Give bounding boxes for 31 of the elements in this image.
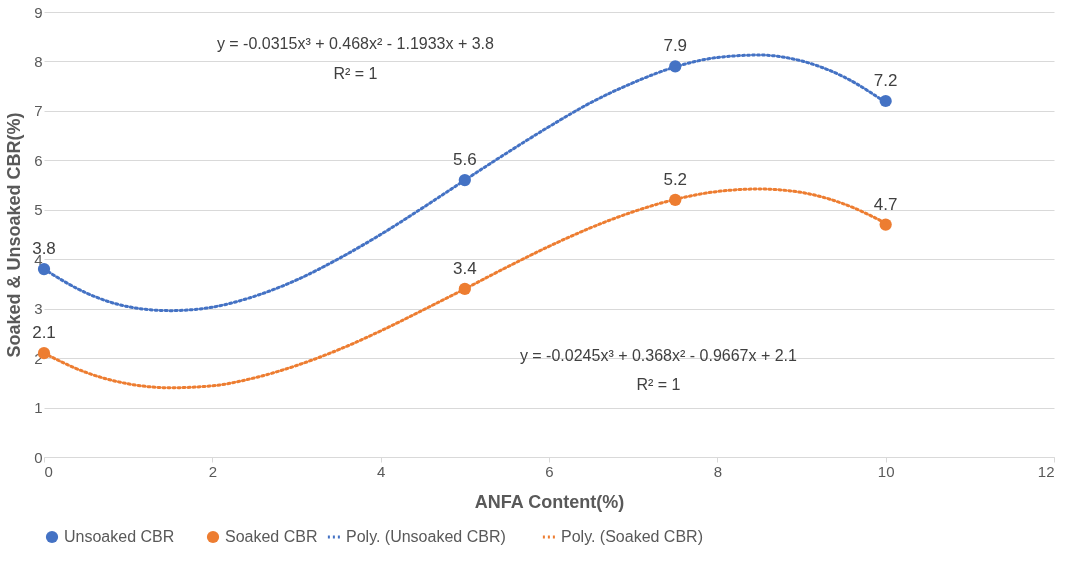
x-tick-label: 12 (1037, 462, 1055, 480)
x-tick-label: 6 (545, 462, 554, 480)
data-label: 5.2 (663, 169, 688, 189)
annotation: R² = 1 (333, 64, 378, 82)
y-tick-label: 1 (34, 399, 43, 417)
data-label: 4.7 (873, 194, 898, 214)
annotation: R² = 1 (636, 376, 681, 394)
y-tick-label: 3 (34, 300, 43, 318)
y-tick-label: 9 (34, 3, 43, 21)
y-axis-title: Soaked & Unsoaked CBR(%) (4, 112, 25, 358)
y-tick-label: 8 (34, 52, 43, 70)
annotation: y = -0.0245x³ + 0.368x² - 0.9667x + 2.1 (519, 346, 798, 364)
data-label: 7.2 (873, 71, 898, 90)
annotation: y = -0.0315x³ + 0.468x² - 1.1933x + 3.8 (216, 35, 495, 53)
y-tick-label: 6 (34, 151, 43, 169)
legend-label: Poly. (Soaked CBR) (561, 528, 703, 545)
data-label: 2.1 (32, 323, 56, 343)
x-tick-label: 4 (376, 462, 386, 480)
x-tick-label: 2 (208, 462, 218, 480)
data-label: 5.6 (453, 150, 477, 170)
data-label: 7.9 (663, 36, 688, 56)
legend-label: Unsoaked CBR (64, 528, 175, 545)
legend-label: Poly. (Unsoaked CBR) (346, 528, 506, 545)
x-tick-label: 10 (877, 462, 895, 480)
x-tick-label: 8 (713, 462, 723, 480)
y-tick-label: 0 (34, 448, 43, 466)
y-tick-label: 5 (34, 201, 43, 219)
x-axis-title: ANFA Content(%) (474, 491, 625, 512)
legend-label: Soaked CBR (225, 528, 318, 545)
data-label: 3.4 (453, 258, 477, 278)
y-tick-label: 7 (34, 102, 43, 120)
